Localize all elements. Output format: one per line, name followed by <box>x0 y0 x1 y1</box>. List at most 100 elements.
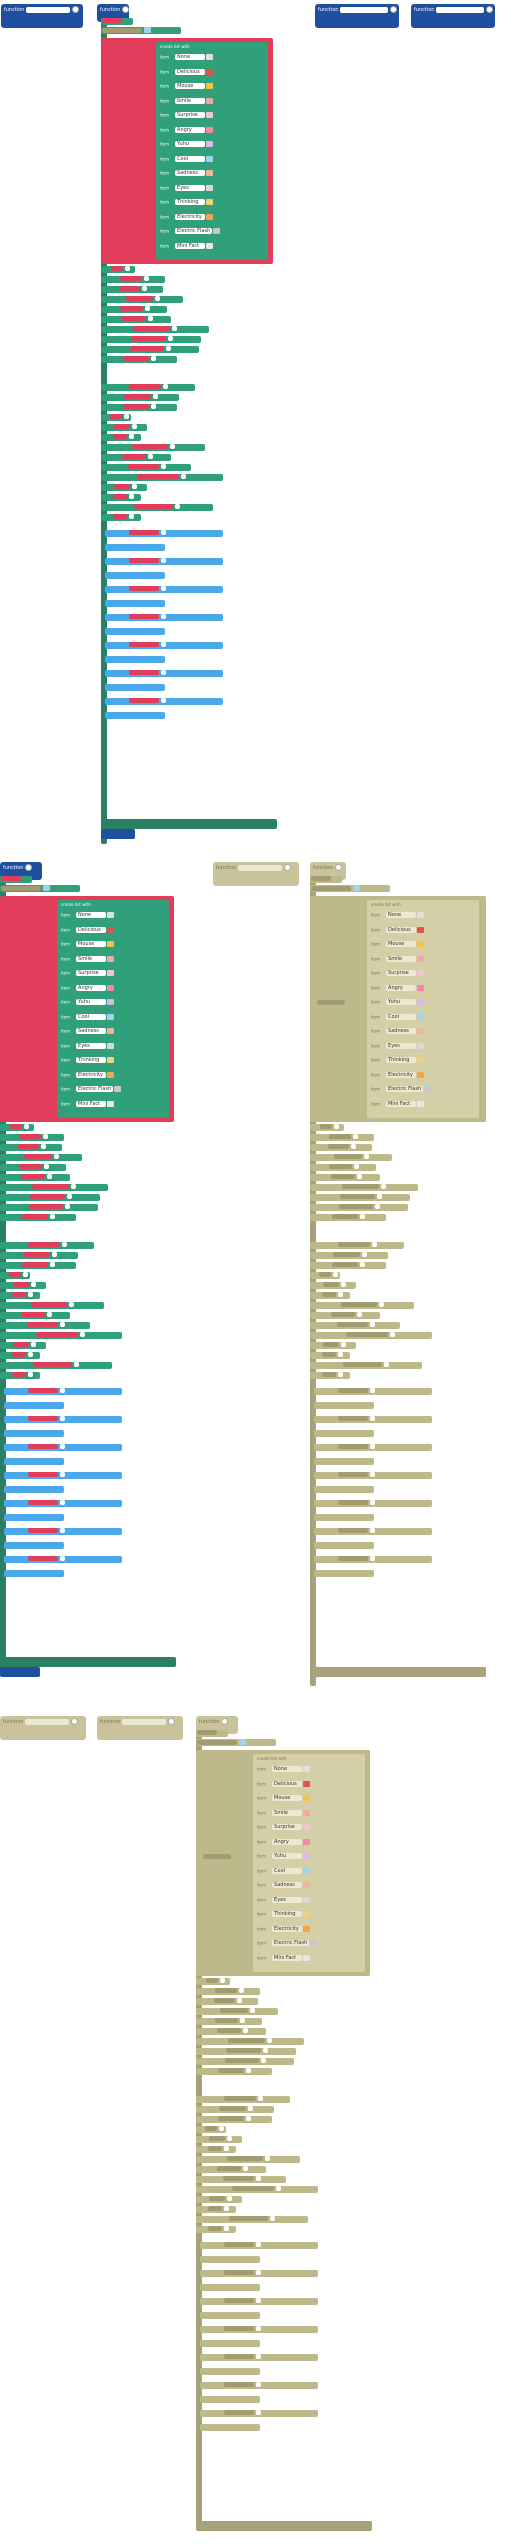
list-init-row[interactable] <box>0 885 80 892</box>
value-field[interactable] <box>360 1214 365 1219</box>
setting-row[interactable] <box>0 1322 90 1329</box>
variable-pill[interactable] <box>120 306 143 311</box>
variable-pill[interactable] <box>329 1134 351 1139</box>
list-item-row[interactable]: item Sadness <box>257 1882 353 1889</box>
list-item-value[interactable]: Sadness <box>76 1028 107 1034</box>
list-item-value[interactable]: Eyes <box>272 1896 303 1903</box>
variable-pill[interactable] <box>224 2326 254 2331</box>
variable-pill[interactable] <box>209 2196 225 2201</box>
variable-pill[interactable] <box>208 2206 222 2211</box>
variable-pill[interactable] <box>340 1194 375 1199</box>
variable-pill[interactable] <box>224 2298 254 2303</box>
variable-pill[interactable] <box>323 1342 339 1347</box>
list-item-value[interactable]: None <box>272 1766 303 1772</box>
list-item-value[interactable]: Thinking <box>175 199 206 205</box>
variable-pill[interactable] <box>129 614 159 619</box>
repeat-row[interactable] <box>4 1556 122 1563</box>
setting-row[interactable] <box>310 1252 388 1259</box>
list-item-value[interactable]: Electricity <box>175 213 206 220</box>
list-items-container[interactable]: create list with item None item Delicious it… <box>367 900 479 1118</box>
repeat-row[interactable] <box>200 2368 260 2375</box>
value-field[interactable] <box>246 2068 251 2073</box>
list-item-row[interactable]: item Yuhu <box>160 141 256 148</box>
setting-row[interactable] <box>310 1154 392 1161</box>
ghost-function-block[interactable]: function <box>97 1716 183 1740</box>
setting-row[interactable] <box>196 2028 266 2035</box>
repeat-row[interactable] <box>105 558 223 565</box>
list-item-value[interactable]: Electric Flash <box>76 1086 114 1092</box>
list-init-row[interactable] <box>101 27 181 34</box>
list-item-row[interactable]: item None <box>257 1766 353 1773</box>
variable-pill[interactable] <box>338 1500 368 1505</box>
setting-row[interactable] <box>310 1322 400 1329</box>
event-variable-pill[interactable] <box>197 1730 217 1735</box>
value-field[interactable] <box>256 2382 261 2387</box>
list-item-value[interactable]: Smile <box>272 1809 303 1816</box>
value-field[interactable] <box>175 504 180 509</box>
list-item-value[interactable]: Electricity <box>386 1071 417 1078</box>
repeat-row[interactable] <box>105 628 165 635</box>
setting-row[interactable] <box>196 2126 226 2133</box>
gear-icon[interactable] <box>389 6 397 13</box>
list-item-row[interactable]: item Electric Flash <box>257 1940 353 1947</box>
variable-pill[interactable] <box>334 1154 362 1159</box>
value-field[interactable] <box>50 1262 55 1267</box>
ghost-function-stack-bottom[interactable]: function create list with item None item De… <box>196 1716 376 2542</box>
value-field[interactable] <box>80 1332 85 1337</box>
value-field[interactable] <box>351 1144 356 1149</box>
variable-pill[interactable] <box>137 474 179 479</box>
value-field[interactable] <box>31 1282 36 1287</box>
list-item-row[interactable]: item Angry <box>257 1838 353 1846</box>
variable-pill[interactable] <box>129 670 159 675</box>
value-field[interactable] <box>145 306 150 311</box>
value-field[interactable] <box>163 384 168 389</box>
value-field[interactable] <box>132 424 137 429</box>
value-field[interactable] <box>41 1144 46 1149</box>
value-field[interactable] <box>50 1214 55 1219</box>
setting-row[interactable] <box>310 1282 356 1289</box>
value-field[interactable] <box>161 464 166 469</box>
value-field[interactable] <box>362 1252 367 1257</box>
list-item-row[interactable]: item Surprise <box>160 112 256 119</box>
variable-pill[interactable] <box>12 1372 26 1377</box>
repeat-row[interactable] <box>105 642 223 649</box>
setting-row[interactable] <box>0 1292 40 1299</box>
repeat-row[interactable] <box>314 1570 374 1577</box>
list-name-pill[interactable] <box>102 27 142 33</box>
variable-pill[interactable] <box>32 1184 69 1189</box>
variable-pill[interactable] <box>205 2126 217 2131</box>
setting-row[interactable] <box>101 504 213 511</box>
list-item-row[interactable]: item Smile <box>371 955 467 963</box>
value-field[interactable] <box>219 2126 224 2131</box>
list-item-row[interactable]: item Mouse <box>61 941 157 948</box>
setting-row[interactable] <box>310 1204 408 1211</box>
set-event-row[interactable] <box>310 876 342 883</box>
setting-row[interactable] <box>0 1272 30 1279</box>
list-item-row[interactable]: item Thinking <box>257 1911 353 1918</box>
value-field[interactable] <box>148 316 153 321</box>
setting-row[interactable] <box>310 1184 418 1191</box>
list-item-row[interactable]: item Electricity <box>371 1071 467 1079</box>
function-name-field[interactable] <box>238 864 283 871</box>
value-field[interactable] <box>71 1184 76 1189</box>
setting-row[interactable] <box>101 434 141 441</box>
mid-function-stack[interactable]: function create list with item None item De… <box>0 862 180 1682</box>
value-field[interactable] <box>161 586 166 591</box>
setting-row[interactable] <box>101 296 183 303</box>
variable-pill[interactable] <box>122 454 146 459</box>
repeat-row[interactable] <box>314 1528 432 1535</box>
repeat-row[interactable] <box>200 2312 260 2319</box>
repeat-row[interactable] <box>4 1514 64 1521</box>
list-item-value[interactable]: Angry <box>76 984 107 991</box>
variable-pill[interactable] <box>120 276 142 281</box>
variable-pill[interactable] <box>338 1444 368 1449</box>
list-item-value[interactable]: Eyes <box>386 1042 417 1049</box>
variable-pill[interactable] <box>217 2166 241 2171</box>
list-items-container[interactable]: create list with item None item Delicious it… <box>57 900 169 1118</box>
list-item-value[interactable]: Delicious <box>386 926 417 933</box>
set-event-row[interactable] <box>101 18 133 25</box>
setting-row[interactable] <box>310 1342 356 1349</box>
list-init-row[interactable] <box>196 1739 276 1746</box>
value-field[interactable] <box>224 2226 229 2231</box>
setting-row[interactable] <box>196 2008 278 2015</box>
